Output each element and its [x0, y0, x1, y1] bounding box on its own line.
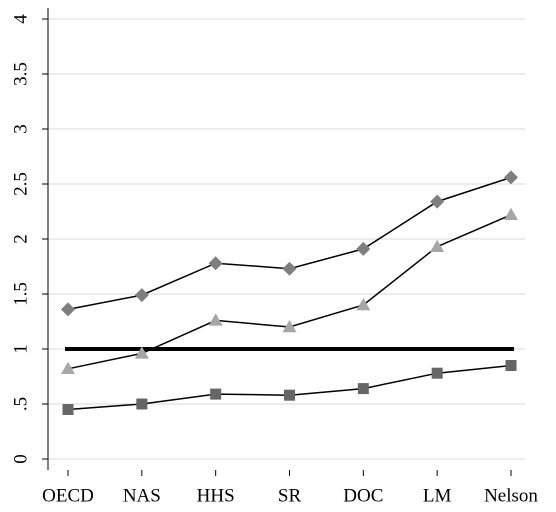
marker	[208, 256, 223, 271]
y-tick-label: 2	[10, 234, 31, 244]
y-tick-label: 0	[10, 454, 31, 464]
marker	[356, 298, 371, 311]
marker	[430, 194, 445, 209]
x-tick-label: SR	[278, 485, 302, 506]
y-tick-label: 3.5	[10, 62, 31, 86]
marker	[505, 360, 517, 371]
marker	[134, 288, 149, 303]
marker	[136, 398, 148, 410]
y-tick-label: .5	[10, 397, 31, 411]
y-tick-label: 1.5	[10, 282, 31, 306]
series-line	[67, 364, 512, 411]
marker	[282, 261, 297, 276]
marker	[61, 361, 75, 375]
marker	[504, 170, 518, 185]
marker	[504, 207, 518, 221]
marker	[62, 404, 74, 415]
y-tick-label: 2.5	[10, 172, 31, 196]
x-tick-label: LM	[423, 485, 452, 506]
marker	[431, 367, 443, 379]
marker	[210, 388, 222, 400]
x-tick-label: HHS	[197, 485, 235, 506]
marker	[282, 320, 297, 333]
marker	[134, 346, 149, 359]
x-tick-label: NAS	[123, 485, 161, 506]
marker	[357, 383, 369, 395]
y-tick-label: 1	[10, 344, 31, 354]
marker	[61, 302, 75, 317]
marker	[356, 241, 371, 256]
marker	[284, 389, 295, 401]
marker	[430, 239, 445, 252]
marker	[208, 313, 223, 326]
x-tick-label: OECD	[42, 485, 94, 506]
x-tick-label: DOC	[343, 485, 383, 506]
series-line	[67, 214, 512, 370]
x-tick-label: Nelson	[484, 485, 538, 506]
y-tick-label: 3	[10, 124, 31, 134]
y-tick-label: 4	[10, 14, 31, 24]
